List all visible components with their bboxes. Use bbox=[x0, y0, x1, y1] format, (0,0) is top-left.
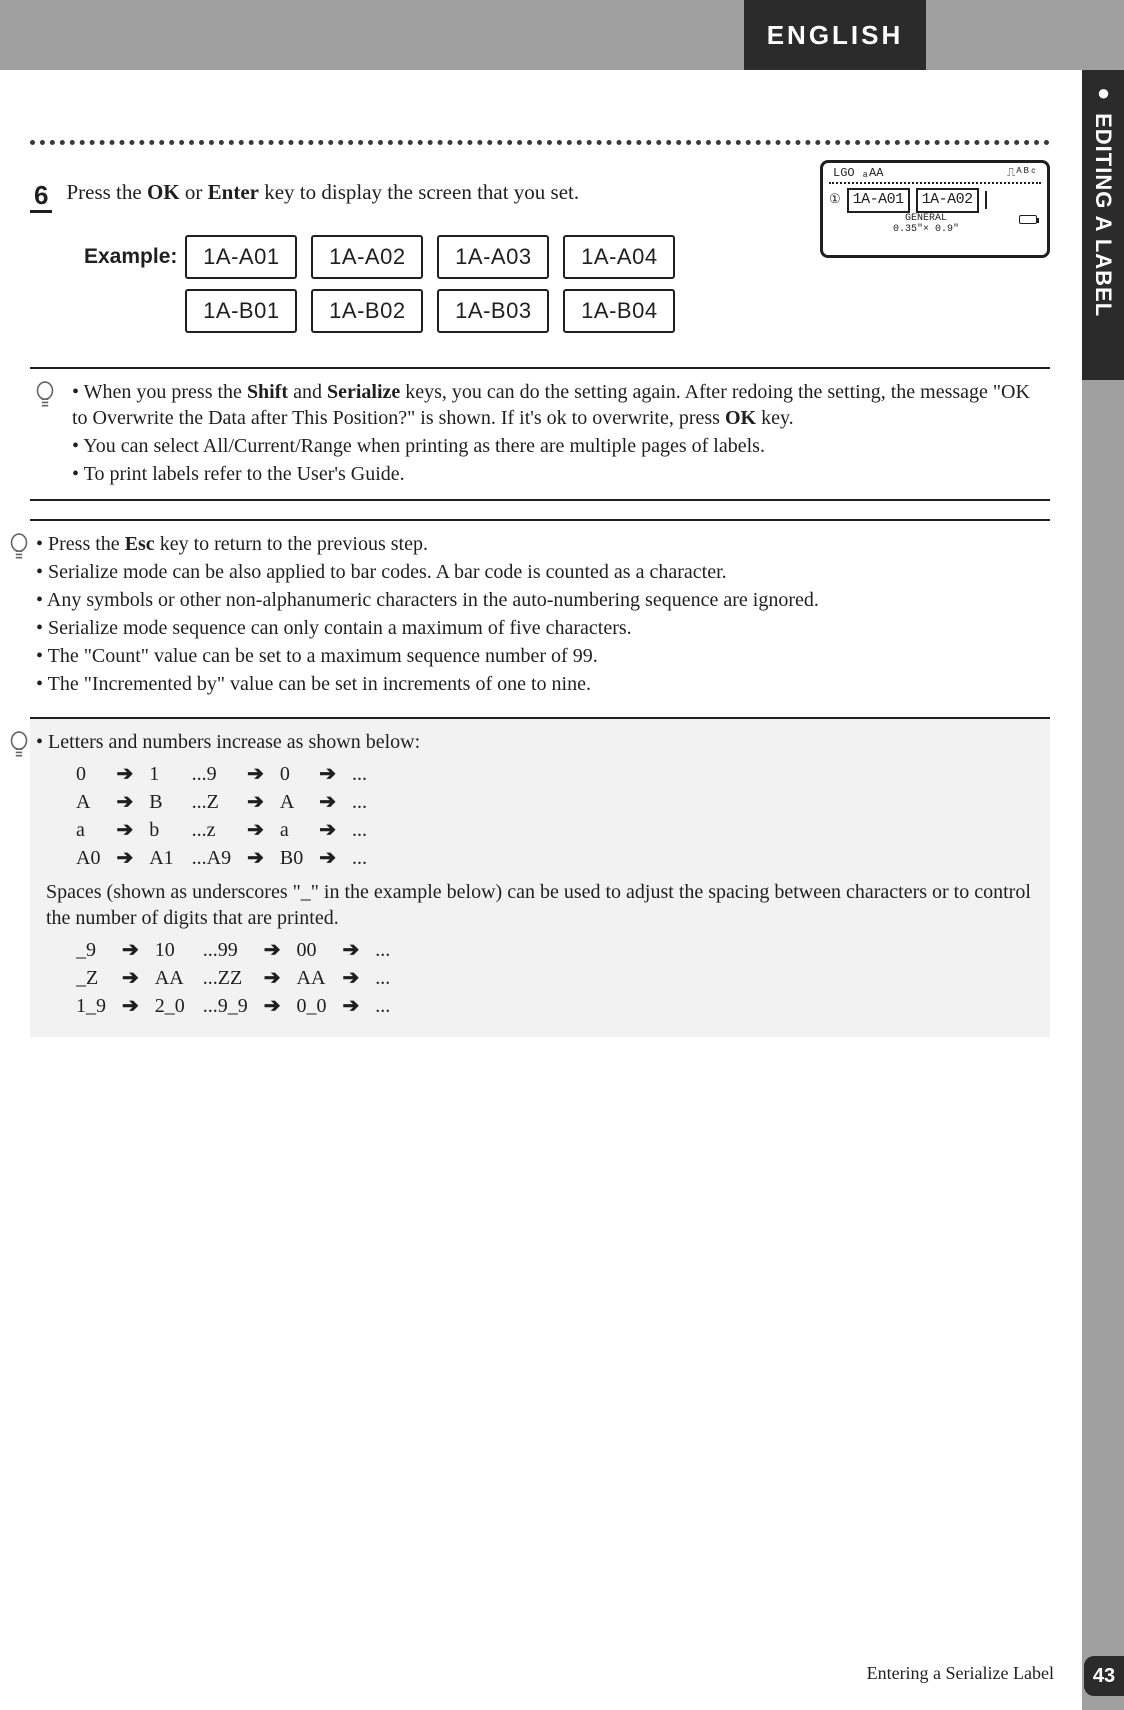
step-instruction: Press the OK or Enter key to display the… bbox=[66, 178, 579, 206]
label-cell: 1A-B03 bbox=[437, 289, 549, 333]
note-2-body: • Press the Esc key to return to the pre… bbox=[36, 531, 819, 699]
lcd-cursor bbox=[985, 191, 987, 209]
side-section-text: EDITING A LABEL bbox=[1091, 113, 1116, 317]
note-box-1: • When you press the Shift and Serialize… bbox=[30, 367, 1050, 501]
side-section-label: ● EDITING A LABEL bbox=[1082, 80, 1124, 317]
note-box-3: • Letters and numbers increase as shown … bbox=[30, 717, 1050, 1037]
label-cell: 1A-B01 bbox=[185, 289, 297, 333]
bulb-icon bbox=[8, 533, 34, 569]
lcd-screen: LGO ₐAA ⎍ᴬᴮᶜ ① 1A-A01 1A-A02 GENERAL 0.3… bbox=[820, 160, 1050, 258]
example-label-grid: 1A-A01 1A-A02 1A-A03 1A-A04 1A-B01 1A-B0… bbox=[185, 235, 675, 333]
english-tab: ENGLISH bbox=[744, 0, 926, 70]
step-number: 6 bbox=[30, 182, 52, 213]
key-ok: OK bbox=[147, 180, 180, 204]
lcd-top-left: LGO ₐAA bbox=[833, 167, 883, 180]
lcd-bottom-left: GENERAL bbox=[905, 213, 947, 224]
lcd-box-2: 1A-A02 bbox=[916, 188, 979, 213]
note-1-body: • When you press the Shift and Serialize… bbox=[72, 379, 1046, 489]
label-cell: 1A-B04 bbox=[563, 289, 675, 333]
label-cell: 1A-A01 bbox=[185, 235, 297, 279]
bulb-icon bbox=[8, 731, 34, 767]
note-3-body: • Letters and numbers increase as shown … bbox=[36, 729, 1046, 1027]
battery-icon bbox=[1019, 215, 1037, 224]
bulb-icon bbox=[34, 381, 60, 417]
lcd-index: ① bbox=[829, 193, 841, 207]
footer-text: Entering a Serialize Label bbox=[867, 1663, 1054, 1684]
header-gray-bar bbox=[0, 0, 1124, 70]
page-number: 43 bbox=[1084, 1656, 1124, 1696]
lcd-box-1: 1A-A01 bbox=[847, 188, 910, 213]
lcd-top-right: ⎍ᴬᴮᶜ bbox=[1007, 167, 1037, 180]
label-cell: 1A-B02 bbox=[311, 289, 423, 333]
key-enter: Enter bbox=[208, 180, 259, 204]
increment-table-2: _9➔10...99➔00➔..._Z➔AA...ZZ➔AA➔...1_9➔2_… bbox=[66, 935, 400, 1021]
label-cell: 1A-A04 bbox=[563, 235, 675, 279]
label-cell: 1A-A02 bbox=[311, 235, 423, 279]
lcd-bottom-mid: 0.35"× 0.9" bbox=[893, 224, 959, 235]
example-label: Example: bbox=[84, 245, 177, 269]
label-cell: 1A-A03 bbox=[437, 235, 549, 279]
dotted-divider bbox=[30, 140, 1050, 150]
increment-table-1: 0➔1...9➔0➔...A➔B...Z➔A➔...a➔b...z➔a➔...A… bbox=[66, 759, 377, 873]
note-box-2: • Press the Esc key to return to the pre… bbox=[30, 519, 1050, 709]
page-content: 6 Press the OK or Enter key to display t… bbox=[30, 140, 1050, 1037]
